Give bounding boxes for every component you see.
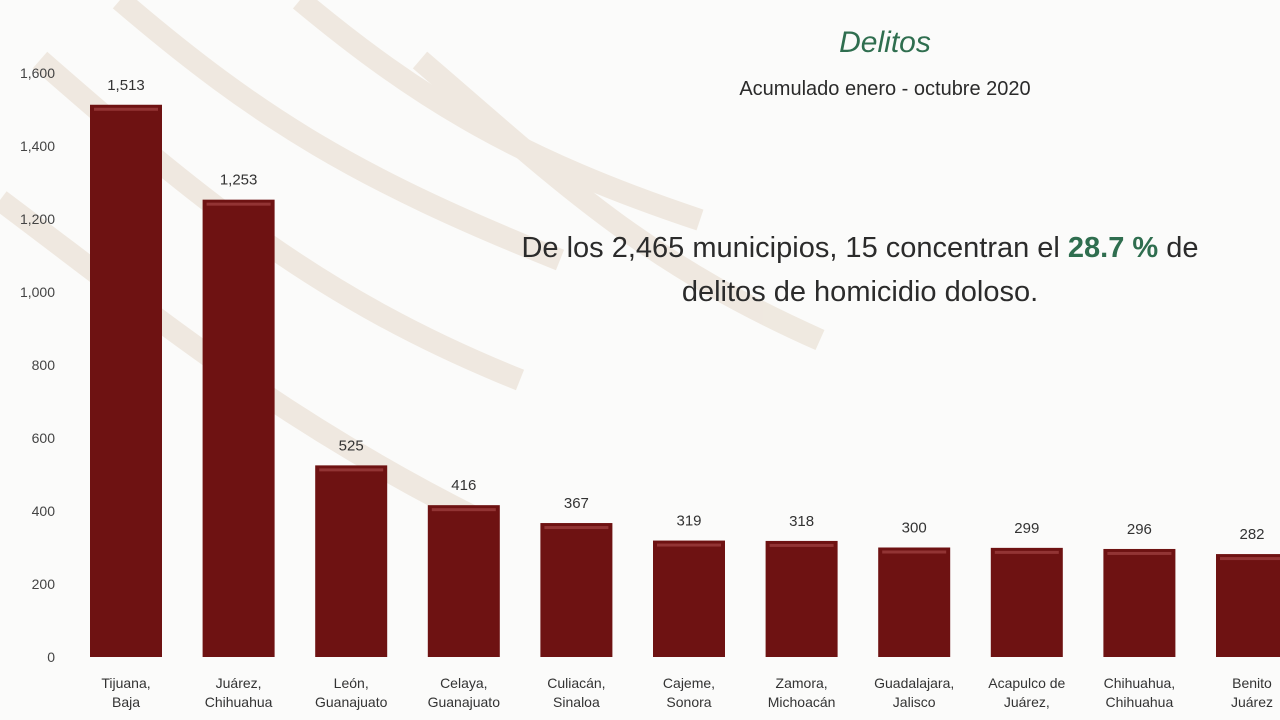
bar: [653, 540, 725, 657]
x-tick-label: Benito: [1232, 675, 1272, 691]
x-tick-label: Sinaloa: [553, 694, 600, 710]
annotation-text: De los 2,465 municipios, 15 concentran e…: [440, 226, 1280, 314]
x-axis-labels: Tijuana, Baja Juárez, Chihuahua León, Guanaju…: [101, 675, 1273, 710]
bar: [1216, 554, 1280, 657]
y-tick-label: 1,000: [20, 284, 55, 300]
y-tick-label: 1,600: [20, 65, 55, 81]
annotation-highlight: 28.7 %: [1067, 232, 1159, 264]
bar: [765, 540, 838, 657]
data-label: 1,513: [107, 77, 145, 94]
x-tick-label: Tijuana,: [101, 675, 150, 691]
data-label: 319: [676, 513, 701, 530]
data-label: 1,253: [220, 172, 258, 189]
x-tick-label: Jalisco: [893, 694, 936, 710]
bar-highlight: [544, 526, 609, 530]
bar-highlight: [657, 543, 721, 547]
data-label: 296: [1127, 521, 1152, 538]
y-tick-label: 200: [32, 576, 56, 592]
y-axis: 0 200 400 600 800 1,000 1,200 1,400 1,600: [20, 65, 55, 665]
x-tick-label: Acapulco de: [988, 675, 1065, 691]
data-label: 300: [902, 520, 927, 537]
x-tick-label: Guanajuato: [315, 694, 388, 710]
x-tick-label: Guanajuato: [428, 694, 501, 710]
x-tick-label: Baja: [112, 694, 140, 710]
data-label: 416: [451, 477, 476, 494]
x-tick-label: Chihuahua,: [1104, 675, 1176, 691]
bar-highlight: [882, 550, 947, 554]
bar: [90, 104, 162, 657]
bar: [202, 199, 275, 657]
bar: [540, 523, 613, 657]
bar: [878, 547, 951, 657]
bar-highlight: [431, 508, 496, 512]
x-tick-label: Zamora,: [776, 675, 828, 691]
x-tick-label: Sonora: [666, 694, 711, 710]
annotation-part1: De los 2,465 municipios, 15 concentran e…: [521, 232, 1068, 264]
bar-highlight: [994, 550, 1059, 554]
data-label: 318: [789, 513, 814, 530]
value-labels: 1,513 1,253 525 416 367 319 318 300 299 296 282: [107, 77, 1264, 543]
x-tick-label: Juárez: [1231, 694, 1273, 710]
x-tick-label: Chihuahua: [205, 694, 273, 710]
bar-highlight: [769, 543, 834, 547]
x-tick-label: Celaya,: [440, 675, 487, 691]
data-label: 282: [1239, 526, 1264, 543]
data-label: 299: [1014, 520, 1039, 537]
annotation-line2: delitos de homicidio doloso.: [681, 276, 1039, 308]
data-label: 525: [339, 437, 364, 454]
x-tick-label: Guadalajara,: [874, 675, 954, 691]
bar: [427, 505, 500, 657]
y-tick-label: 0: [47, 649, 55, 665]
bars: [90, 104, 1280, 657]
bar-highlight: [206, 202, 271, 206]
bar-highlight: [1220, 557, 1280, 561]
y-tick-label: 1,200: [20, 211, 55, 227]
x-tick-label: León,: [334, 675, 369, 691]
x-tick-label: Michoacán: [768, 694, 836, 710]
data-label: 367: [564, 495, 589, 512]
y-tick-label: 800: [32, 357, 56, 373]
chart-title: Delitos: [839, 26, 931, 59]
x-tick-label: Culiacán,: [547, 675, 605, 691]
bar: [315, 465, 388, 657]
y-tick-label: 1,400: [20, 138, 55, 154]
chart-subtitle: Acumulado enero - octubre 2020: [739, 78, 1031, 100]
x-tick-label: Juárez,: [1004, 694, 1050, 710]
bar-highlight: [1107, 551, 1172, 555]
x-tick-label: Cajeme,: [663, 675, 715, 691]
bar-highlight: [94, 107, 158, 111]
x-tick-label: Juárez,: [216, 675, 262, 691]
bar: [990, 547, 1063, 657]
x-tick-label: Chihuahua: [1106, 694, 1174, 710]
y-tick-label: 400: [32, 503, 56, 519]
annotation-part2: de: [1158, 232, 1199, 264]
bar-highlight: [319, 468, 384, 472]
bar: [1103, 548, 1176, 657]
y-tick-label: 600: [32, 430, 56, 446]
